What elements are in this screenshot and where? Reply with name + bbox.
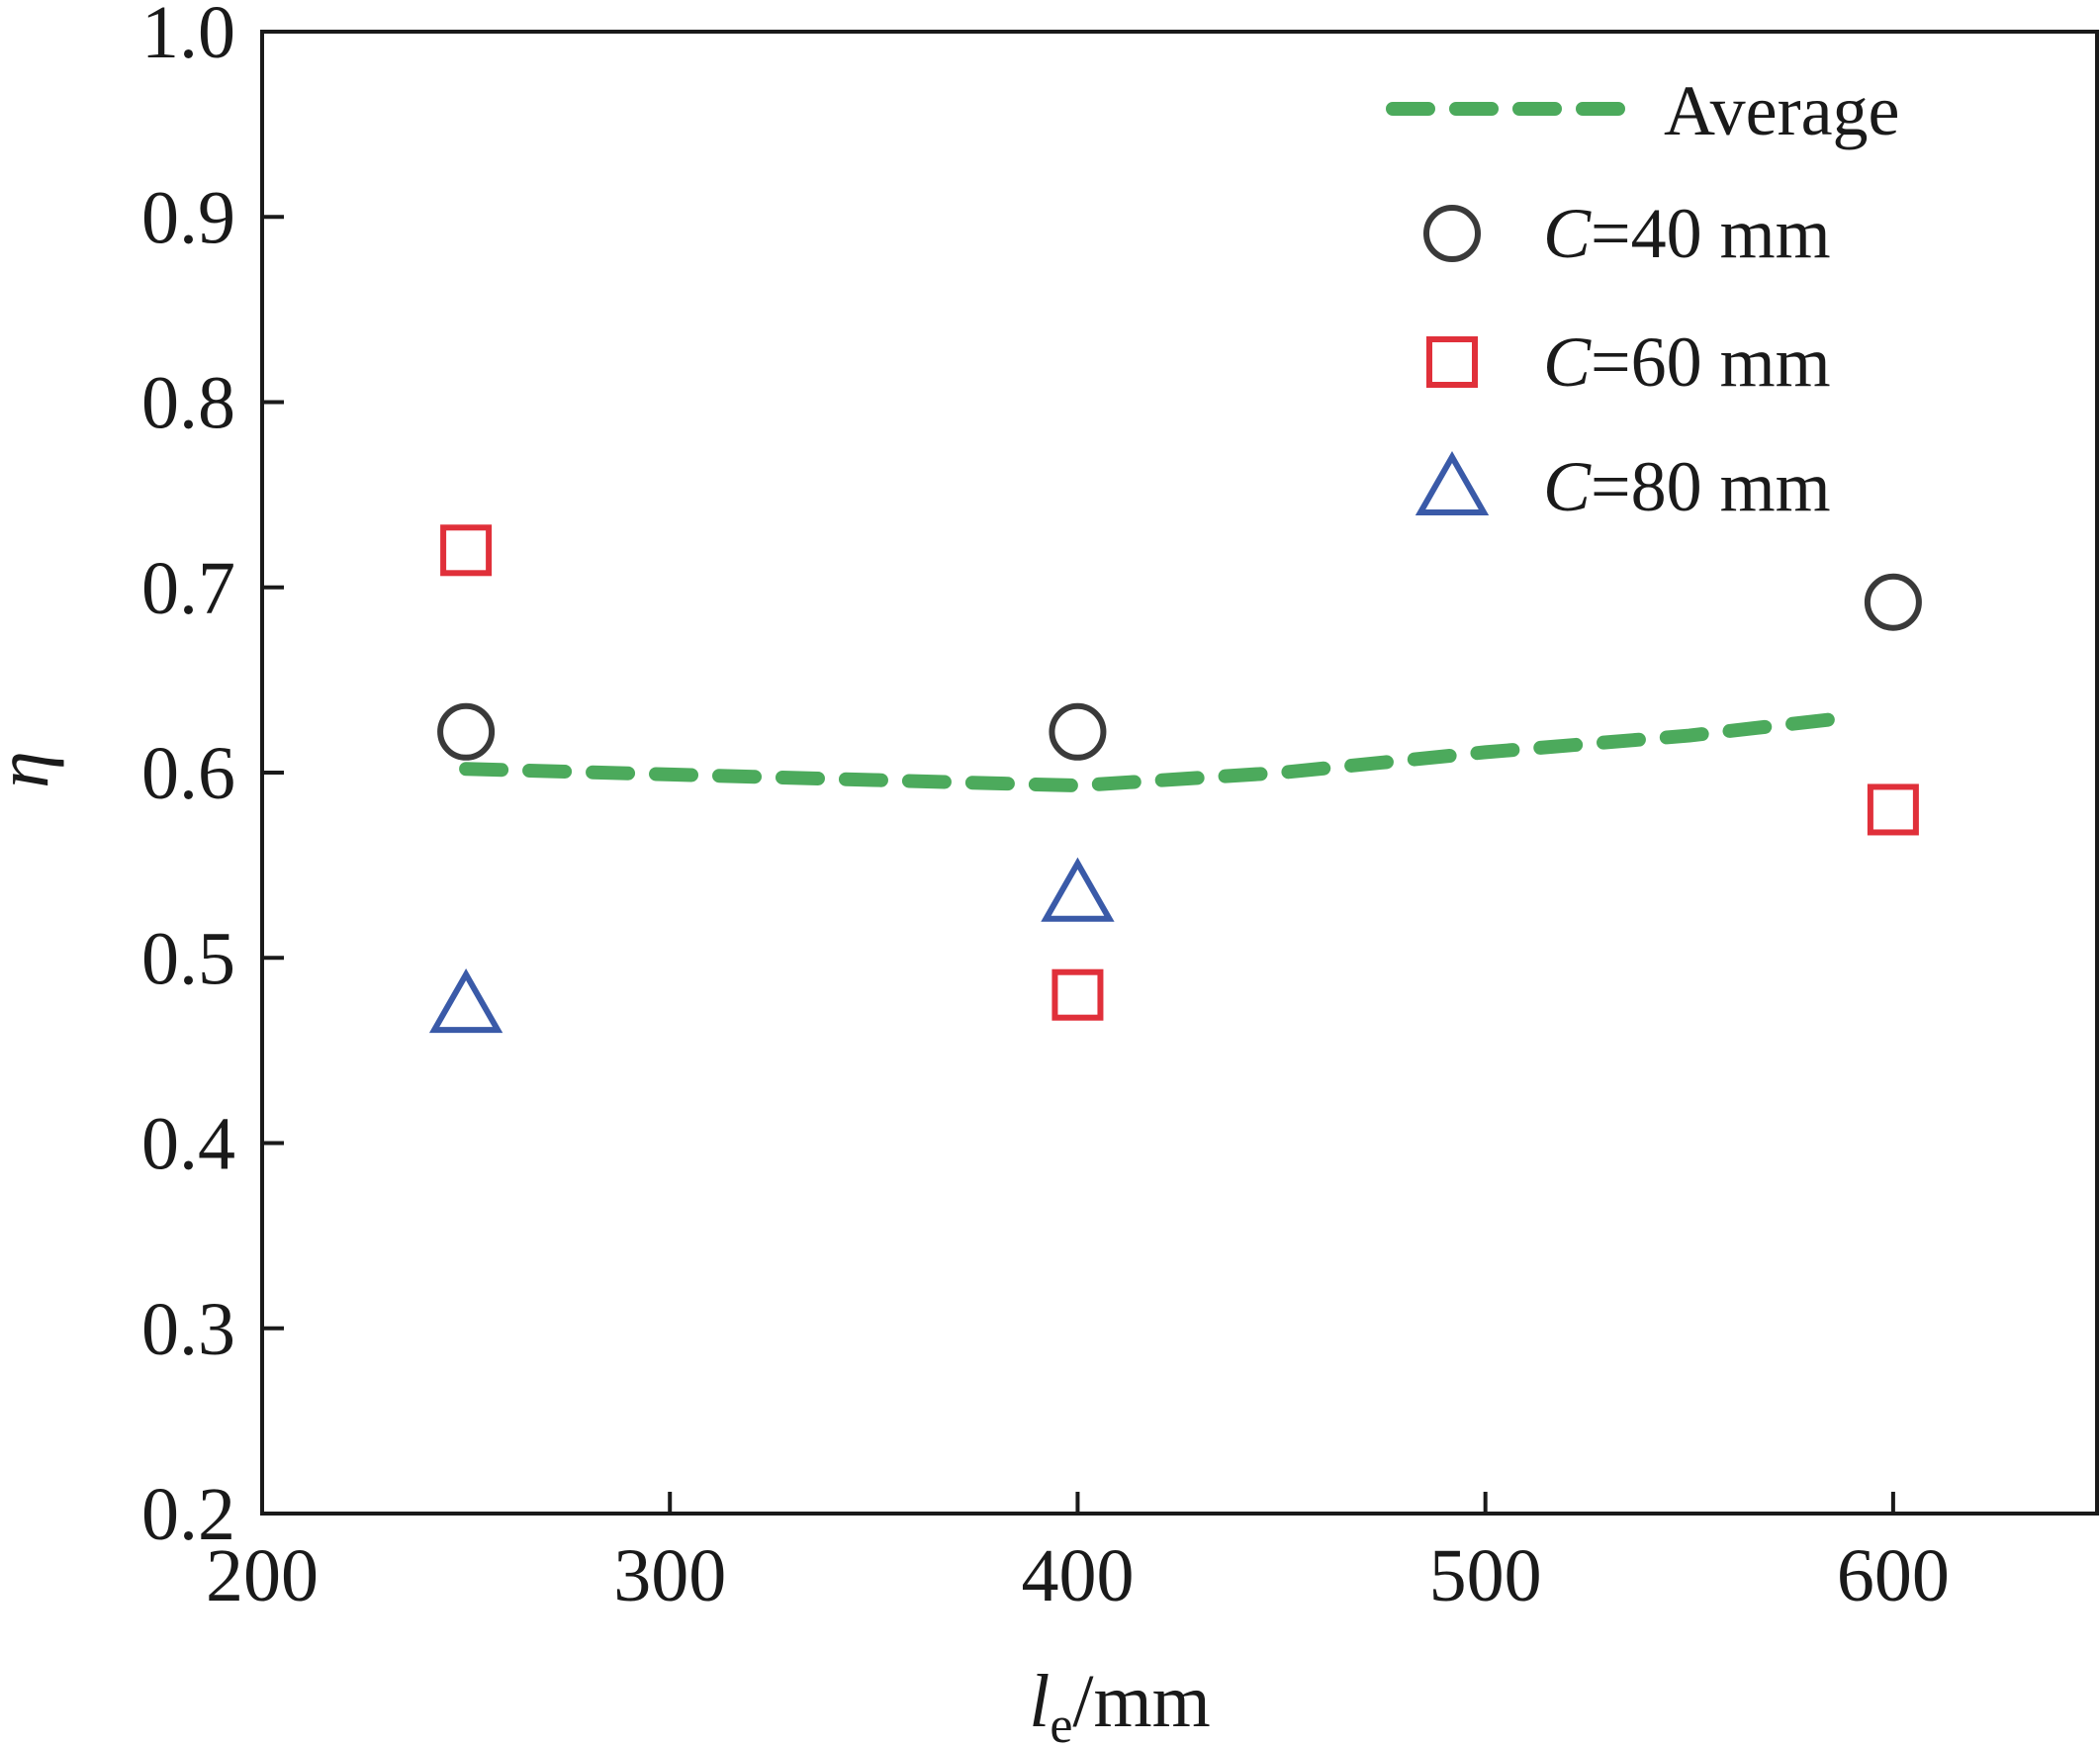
data-point-square [440, 524, 493, 577]
markers-layer [428, 524, 1922, 1034]
average-line [459, 709, 1860, 793]
legend-label-italic: C [1543, 322, 1592, 402]
legend-label: C=60 mm [1543, 322, 1831, 402]
y-axis-label: η [0, 751, 64, 788]
x-tick-label: 400 [1021, 1534, 1134, 1617]
y-tick-label: 1.0 [141, 0, 235, 74]
data-point-circle [1049, 702, 1107, 761]
legend-label-average: Average [1664, 71, 1900, 150]
x-axis-label-sub: e [1050, 1698, 1072, 1747]
legend-swatch-square [1426, 336, 1478, 388]
y-tick-label: 0.2 [141, 1473, 235, 1556]
x-axis-label: le/mm [1029, 1660, 1211, 1747]
legend-label-italic: C [1543, 447, 1592, 526]
legend-label-rest: =40 mm [1591, 194, 1831, 273]
legend-label-rest: =80 mm [1591, 447, 1831, 526]
x-axis-label-main: l [1029, 1660, 1050, 1743]
legend-swatch-circle [1423, 205, 1481, 262]
data-point-square [1051, 968, 1104, 1021]
legend-label: C=40 mm [1543, 194, 1831, 273]
average-layer [459, 709, 1860, 793]
data-point-triangle [428, 968, 503, 1034]
x-axis-label-unit: /mm [1072, 1660, 1210, 1743]
legend-swatch-triangle [1415, 450, 1490, 515]
x-tick-label: 200 [206, 1534, 319, 1617]
data-point-circle [437, 702, 496, 761]
y-tick-label: 0.4 [141, 1103, 235, 1186]
data-point-square [1867, 783, 1919, 836]
y-tick-label: 0.7 [141, 547, 235, 630]
y-tick-label: 0.3 [141, 1288, 235, 1371]
x-tick-label: 600 [1837, 1534, 1950, 1617]
data-point-circle [1864, 573, 1922, 631]
x-tick-label: 500 [1429, 1534, 1542, 1617]
data-point-triangle [1041, 857, 1115, 922]
y-tick-label: 0.9 [141, 176, 235, 259]
y-tick-label: 0.5 [141, 917, 235, 1000]
legend-label-italic: C [1543, 194, 1592, 273]
x-tick-label: 300 [613, 1534, 726, 1617]
y-tick-label: 0.6 [141, 732, 235, 815]
legend-label-rest: =60 mm [1591, 322, 1831, 402]
x-axis: 200 300 400 500 600 [206, 1492, 1950, 1617]
legend-label: C=80 mm [1543, 447, 1831, 526]
y-tick-label: 0.8 [141, 362, 235, 445]
y-axis: 0.2 0.3 0.4 0.5 0.6 0.7 0.8 0.9 1.0 [141, 0, 284, 1556]
